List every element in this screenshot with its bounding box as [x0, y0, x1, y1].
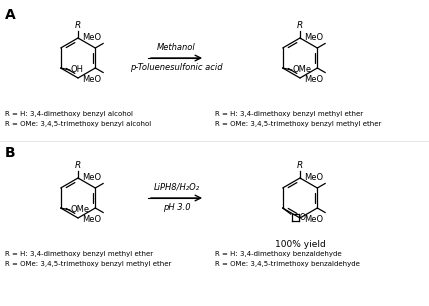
Text: O: O: [300, 213, 305, 222]
Text: B: B: [5, 146, 15, 160]
Text: MeO: MeO: [304, 74, 323, 84]
Text: R: R: [75, 161, 81, 170]
Text: MeO: MeO: [304, 32, 323, 42]
Text: R = OMe: 3,4,5-trimethoxy benzaldehyde: R = OMe: 3,4,5-trimethoxy benzaldehyde: [215, 261, 360, 267]
Text: R = H: 3,4-dimethoxy benzyl methyl ether: R = H: 3,4-dimethoxy benzyl methyl ether: [5, 251, 153, 257]
Text: R = OMe: 3,4,5-trimethoxy benzyl methyl ether: R = OMe: 3,4,5-trimethoxy benzyl methyl …: [215, 121, 381, 127]
Text: LiPH8/H₂O₂: LiPH8/H₂O₂: [154, 183, 199, 192]
Text: R = H: 3,4-dimethoxy benzyl methyl ether: R = H: 3,4-dimethoxy benzyl methyl ether: [215, 111, 363, 117]
Text: R = H: 3,4-dimethoxy benzyl alcohol: R = H: 3,4-dimethoxy benzyl alcohol: [5, 111, 133, 117]
Text: MeO: MeO: [304, 173, 323, 181]
Text: p-Toluenesulfonic acid: p-Toluenesulfonic acid: [130, 63, 223, 72]
Text: OMe: OMe: [293, 65, 312, 74]
Text: MeO: MeO: [82, 74, 101, 84]
Text: R: R: [75, 21, 81, 30]
Text: R: R: [297, 21, 303, 30]
Text: OMe: OMe: [71, 206, 90, 215]
Text: Methanol: Methanol: [157, 43, 196, 52]
Text: MeO: MeO: [82, 215, 101, 223]
Text: A: A: [5, 8, 16, 22]
Text: R = OMe: 3,4,5-trimethoxy benzyl alcohol: R = OMe: 3,4,5-trimethoxy benzyl alcohol: [5, 121, 151, 127]
Text: MeO: MeO: [82, 173, 101, 181]
Text: R = OMe: 3,4,5-trimethoxy benzyl methyl ether: R = OMe: 3,4,5-trimethoxy benzyl methyl …: [5, 261, 171, 267]
Text: OH: OH: [71, 65, 84, 74]
Text: R: R: [297, 161, 303, 170]
Text: MeO: MeO: [304, 215, 323, 223]
Text: pH 3.0: pH 3.0: [163, 203, 190, 212]
Text: R = H: 3,4-dimethoxy benzaldehyde: R = H: 3,4-dimethoxy benzaldehyde: [215, 251, 341, 257]
Text: MeO: MeO: [82, 32, 101, 42]
Text: 100% yield: 100% yield: [275, 240, 325, 249]
